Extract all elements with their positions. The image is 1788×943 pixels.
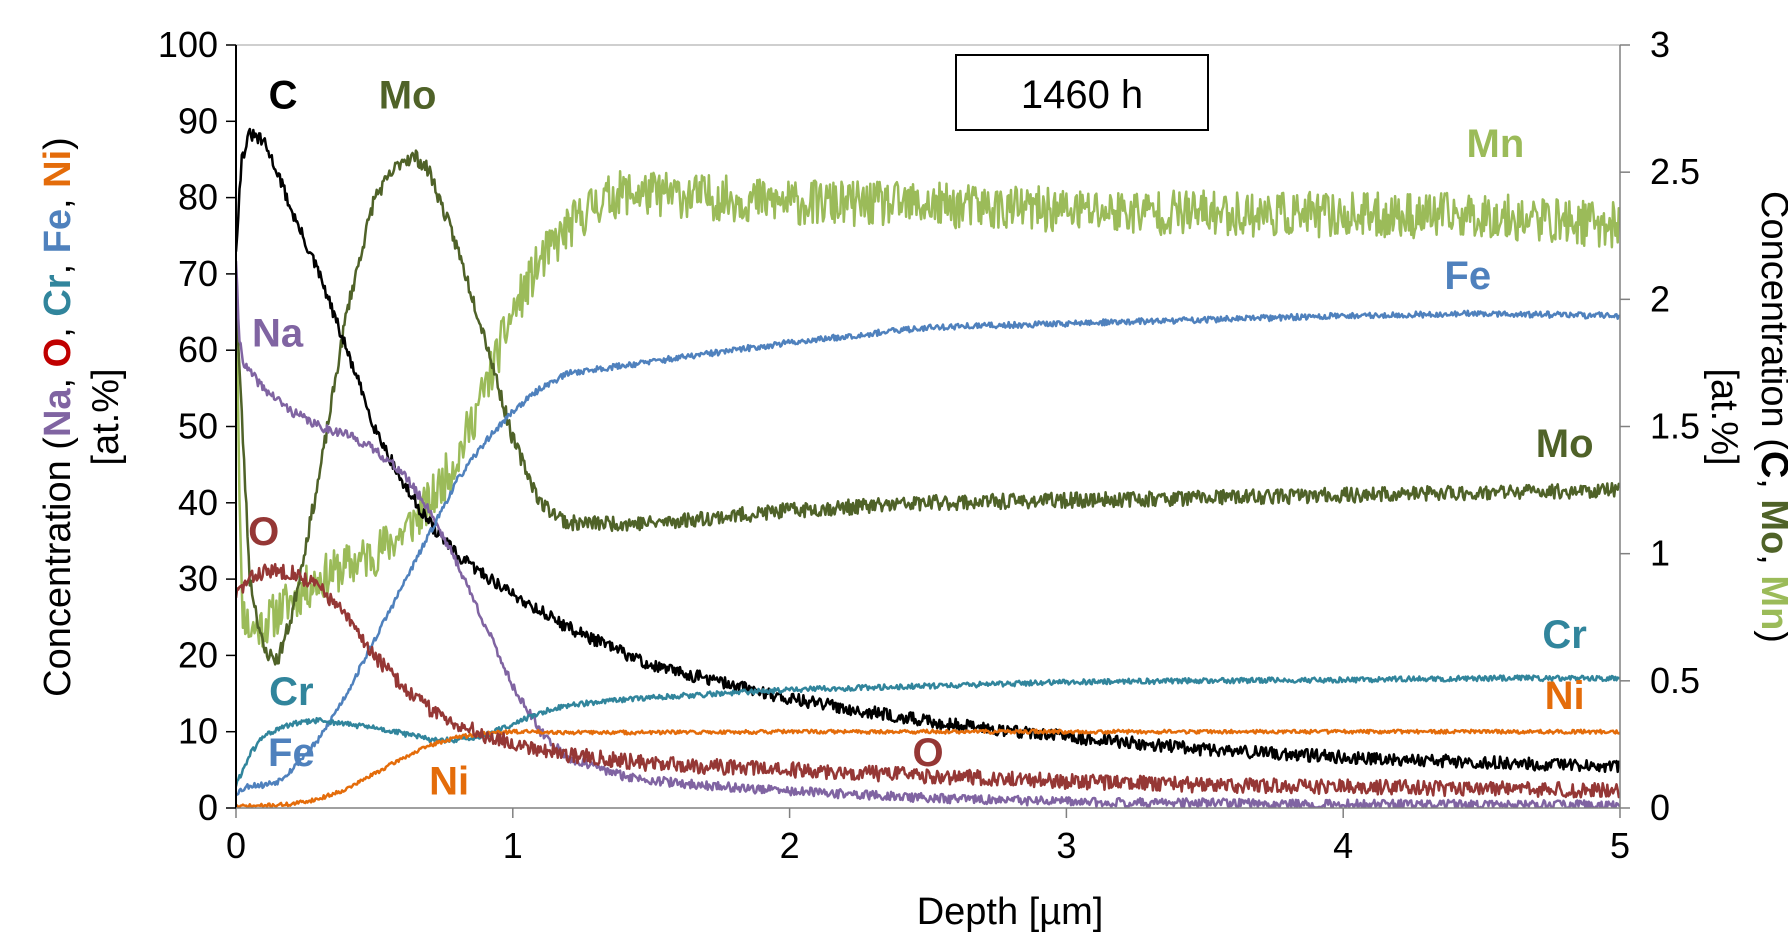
y-left-tick-label: 60 (178, 329, 218, 370)
y-right-tick-label: 1.5 (1650, 406, 1700, 447)
y-left-tick-label: 20 (178, 634, 218, 675)
y-left-axis-title: Concentration (Na, O, Cr, Fe, Ni) (37, 137, 79, 697)
series-label-mo: Mo (379, 74, 437, 118)
axis-title-part: ) (1753, 630, 1788, 643)
y-left-tick-label: 30 (178, 558, 218, 599)
series-line-mo (236, 149, 1620, 666)
axis-title-part: Na (37, 388, 79, 437)
series-label-o: O (912, 731, 943, 775)
series-label-o: O (248, 510, 279, 554)
svg-text:Concentration (C, Mo, Mn): Concentration (C, Mo, Mn) (1753, 191, 1788, 643)
y-left-tick-label: 90 (178, 100, 218, 141)
axis-title-part: ( (1753, 438, 1788, 451)
y-right-tick-label: 2.5 (1650, 151, 1700, 192)
series-label-ni: Ni (1545, 674, 1585, 718)
series-line-mn (236, 169, 1620, 648)
axis-title-part: ( (37, 437, 79, 450)
axes-layer: 0 1 2 3 4 5010203040506070809010000.511.522.5… (158, 24, 1700, 866)
y-left-tick-label: 0 (198, 787, 218, 828)
series-layer (236, 127, 1620, 808)
y-left-tick-label: 50 (178, 406, 218, 447)
series-line-fe (236, 309, 1620, 796)
axis-title-part: Fe (37, 209, 79, 253)
axis-title-part: C (1753, 451, 1788, 478)
axis-title-part: , (37, 317, 79, 338)
series-line-ni (236, 728, 1620, 808)
series-label-mn: Mn (1467, 122, 1525, 166)
x-tick-label: 3 (1056, 825, 1076, 866)
axis-title-prefix: Concentration (37, 450, 79, 697)
y-left-axis-unit: [at.%] (85, 368, 127, 465)
axis-title-part: Mn (1753, 575, 1788, 630)
axis-title-part: , (37, 253, 79, 274)
axis-title-prefix: Concentration (1753, 191, 1788, 438)
series-labels-layer: C Mo Mn Fe Mo Na O Cr Fe Ni O Cr Ni (248, 74, 1593, 804)
series-label-cr: Cr (269, 670, 313, 714)
svg-text:Concentration (Na, O, Cr, Fe,: Concentration (Na, O, Cr, Fe, Ni) (37, 137, 79, 697)
y-left-tick-label: 80 (178, 177, 218, 218)
series-label-mo: Mo (1536, 422, 1594, 466)
series-label-cr: Cr (1542, 613, 1586, 657)
axis-title-part: ) (37, 137, 79, 150)
series-label-ni: Ni (429, 759, 469, 803)
series-line-o (236, 562, 1620, 799)
axis-title-part: , (37, 367, 79, 388)
series-label-c: C (269, 74, 298, 118)
y-right-tick-label: 2 (1650, 278, 1670, 319)
series-line-c (236, 127, 1620, 774)
annotation-text: 1460 h (1021, 73, 1143, 117)
annotation-box: 1460 h (955, 54, 1209, 131)
x-tick-label: 4 (1333, 825, 1353, 866)
series-label-na: Na (252, 311, 304, 355)
y-right-axis-unit: [at.%] (1703, 368, 1745, 465)
axis-title-part: , (1753, 478, 1788, 499)
series-line-na (236, 260, 1620, 808)
y-left-tick-label: 40 (178, 482, 218, 523)
x-axis-title: Depth [µm] (917, 891, 1104, 933)
y-left-tick-label: 70 (178, 253, 218, 294)
y-left-tick-label: 10 (178, 711, 218, 752)
axis-title-part: Mo (1753, 499, 1788, 554)
x-tick-label: 0 (226, 825, 246, 866)
series-label-fe: Fe (1444, 254, 1491, 298)
axis-title-part: Ni (37, 150, 79, 188)
x-tick-label: 2 (780, 825, 800, 866)
x-tick-label: 5 (1610, 825, 1630, 866)
axis-title-part: , (37, 188, 79, 209)
axis-title-part: Cr (37, 274, 79, 316)
y-right-tick-label: 0.5 (1650, 660, 1700, 701)
axis-title-part: , (1753, 554, 1788, 575)
x-tick-label: 1 (503, 825, 523, 866)
y-right-tick-label: 3 (1650, 24, 1670, 65)
y-left-unit-text: [at.%] (85, 368, 127, 465)
y-right-axis-title: Concentration (C, Mo, Mn) (1753, 191, 1788, 643)
axis-title-part: O (37, 338, 79, 368)
y-right-tick-label: 0 (1650, 787, 1670, 828)
series-label-fe: Fe (268, 731, 315, 775)
y-right-unit-text: [at.%] (1703, 368, 1745, 465)
y-right-tick-label: 1 (1650, 533, 1670, 574)
y-left-tick-label: 100 (158, 24, 218, 65)
series-line-cr (236, 674, 1620, 787)
